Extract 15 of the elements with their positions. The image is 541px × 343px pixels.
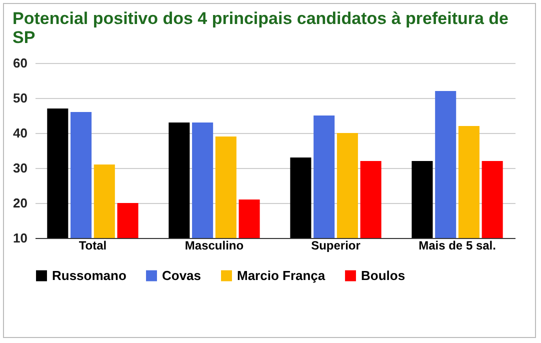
y-tick-label: 60 <box>13 56 28 70</box>
x-tick-label: Mais de 5 sal. <box>418 238 496 252</box>
x-tick-label: Superior <box>311 238 361 252</box>
legend-label: Russomano <box>52 268 126 283</box>
y-tick-label: 50 <box>13 90 28 106</box>
chart-title: Potencial positivo dos 4 principais candidatos à prefeitura de SP <box>12 9 509 47</box>
x-tick-label: Total <box>78 238 107 252</box>
legend-label: Covas <box>162 268 202 283</box>
y-tick-label: 40 <box>13 126 28 140</box>
y-tick-label: 30 <box>13 160 28 176</box>
y-tick-label: 20 <box>13 196 28 210</box>
y-tick-label: 10 <box>13 230 28 246</box>
legend-label: Boulos <box>361 268 406 283</box>
legend-label: Marcio França <box>237 268 326 283</box>
x-tick-label: Masculino <box>184 238 244 252</box>
